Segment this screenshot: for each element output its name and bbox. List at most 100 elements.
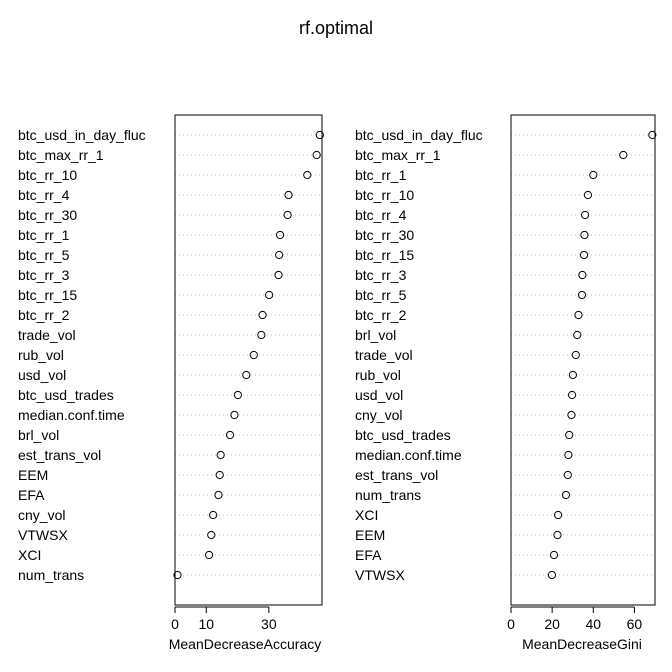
row-label: rub_vol [355, 367, 401, 383]
plot-frame [510, 114, 656, 606]
row-label: trade_vol [355, 347, 413, 363]
row-label: btc_rr_3 [355, 267, 407, 283]
row-label: btc_max_rr_1 [355, 147, 441, 163]
data-point [242, 370, 251, 380]
row-label: btc_rr_2 [18, 307, 70, 323]
data-point [547, 570, 557, 580]
row-label: EEM [355, 527, 385, 543]
row-label: btc_usd_trades [355, 427, 451, 443]
data-point [204, 550, 214, 560]
data-point [209, 510, 218, 520]
data-point [173, 570, 182, 580]
data-point [553, 530, 562, 540]
data-point [225, 430, 235, 440]
row-label: EFA [18, 487, 45, 503]
data-point [258, 310, 267, 320]
data-point [233, 390, 242, 400]
row-label: num_trans [355, 487, 421, 503]
data-point [249, 350, 258, 360]
row-label: btc_usd_in_day_fluc [18, 127, 146, 143]
data-point [567, 390, 577, 400]
row-label: btc_rr_4 [18, 187, 70, 203]
row-label: trade_vol [18, 327, 76, 343]
x-tick-label: 60 [627, 616, 643, 632]
x-axis-label-gini: MeanDecreaseGini [522, 636, 642, 652]
data-point [574, 310, 583, 320]
row-label: VTWSX [18, 527, 68, 543]
row-label: btc_usd_in_day_fluc [355, 127, 483, 143]
data-point [215, 470, 224, 480]
row-label: usd_vol [355, 387, 403, 403]
x-tick-label: 0 [507, 616, 515, 632]
row-label: btc_rr_3 [18, 267, 70, 283]
x-tick-label: 40 [585, 616, 601, 632]
row-label: btc_rr_15 [355, 247, 414, 263]
data-point [578, 270, 587, 280]
row-label: est_trans_vol [355, 467, 438, 483]
data-point [274, 270, 283, 280]
row-label: btc_rr_10 [355, 187, 414, 203]
chart-title: rf.optimal [299, 18, 373, 38]
row-label: cny_vol [18, 507, 65, 523]
accuracy-dotchart-panel: MeanDecreaseAccuracy btc_usd_in_day_fluc… [18, 114, 324, 652]
row-label: XCI [18, 547, 41, 563]
data-point [561, 490, 571, 500]
row-label: btc_rr_4 [355, 207, 407, 223]
data-point [579, 250, 589, 260]
row-label: btc_rr_1 [18, 227, 70, 243]
data-point [583, 190, 593, 200]
data-point [312, 150, 321, 160]
data-point [580, 210, 590, 220]
data-point [554, 510, 563, 520]
row-label: btc_rr_5 [355, 287, 407, 303]
data-point [565, 430, 574, 440]
row-label: btc_usd_trades [18, 387, 114, 403]
row-label: XCI [355, 507, 378, 523]
row-label: VTWSX [355, 567, 405, 583]
x-tick-label: 30 [261, 616, 277, 632]
data-point [577, 290, 587, 300]
x-tick-label: 10 [198, 616, 214, 632]
row-label: brl_vol [18, 427, 59, 443]
data-point [284, 190, 293, 200]
data-point [648, 130, 657, 140]
data-point [563, 470, 572, 480]
data-point [230, 410, 239, 420]
x-tick-label: 0 [171, 616, 179, 632]
data-point [567, 410, 576, 420]
data-point [214, 490, 223, 500]
row-label: rub_vol [18, 347, 64, 363]
row-label: brl_vol [355, 327, 396, 343]
data-point [619, 150, 628, 160]
row-label: btc_rr_30 [355, 227, 414, 243]
row-label: cny_vol [355, 407, 402, 423]
data-point [216, 450, 225, 460]
data-point [571, 350, 580, 360]
row-label: btc_rr_5 [18, 247, 70, 263]
row-label: num_trans [18, 567, 84, 583]
data-point [549, 550, 559, 560]
data-point [265, 290, 274, 300]
x-axis-label-accuracy: MeanDecreaseAccuracy [169, 636, 322, 652]
row-label: EFA [355, 547, 382, 563]
row-label: btc_rr_2 [355, 307, 407, 323]
data-point [315, 130, 324, 140]
gini-dotchart-panel: MeanDecreaseGini btc_usd_in_day_fluc btc_… [355, 114, 657, 652]
row-label: btc_rr_1 [355, 167, 407, 183]
row-label: median.conf.time [355, 447, 462, 463]
data-point [303, 170, 312, 180]
data-point [580, 230, 589, 240]
data-point [589, 170, 598, 180]
data-point [207, 530, 216, 540]
row-label: btc_rr_30 [18, 207, 77, 223]
row-label: EEM [18, 467, 48, 483]
x-tick-label: 20 [544, 616, 560, 632]
data-point [257, 330, 266, 340]
row-label: median.conf.time [18, 407, 125, 423]
row-label: btc_rr_15 [18, 287, 77, 303]
data-point [275, 230, 285, 240]
data-point [283, 210, 292, 220]
row-label: btc_rr_10 [18, 167, 77, 183]
plot-frame [174, 114, 323, 606]
